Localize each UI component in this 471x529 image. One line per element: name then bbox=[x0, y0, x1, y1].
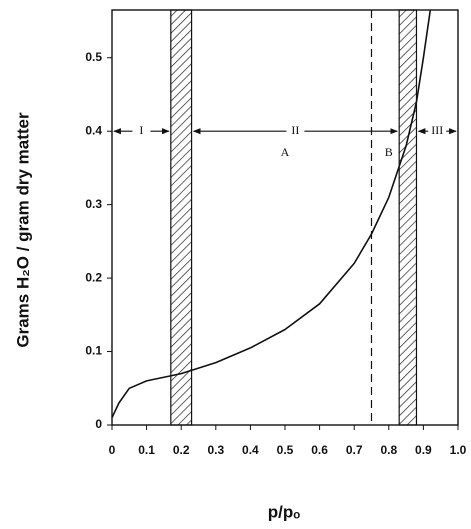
x-tick-label: 0.6 bbox=[311, 443, 328, 457]
y-tick-label: 0 bbox=[95, 417, 102, 431]
region-label-bg bbox=[132, 124, 151, 139]
hatched-band bbox=[170, 9, 193, 426]
y-tick-label: 0.5 bbox=[85, 50, 102, 64]
region-label: II bbox=[291, 123, 299, 137]
region-label: III bbox=[431, 123, 443, 137]
x-tick-label: 0.3 bbox=[207, 443, 224, 457]
x-tick-label: 0.1 bbox=[138, 443, 155, 457]
annotation: B bbox=[385, 145, 393, 159]
y-tick-label: 0.1 bbox=[85, 344, 102, 358]
x-tick-label: 0 bbox=[109, 443, 116, 457]
y-tick-label: 0.4 bbox=[85, 123, 102, 137]
y-tick-label: 0.2 bbox=[85, 270, 102, 284]
x-tick-label: 0.8 bbox=[380, 443, 397, 457]
region-label: I bbox=[139, 123, 143, 137]
x-tick-label: 0.2 bbox=[173, 443, 190, 457]
x-axis-label: p/pₒ bbox=[268, 502, 300, 521]
region-label-bg bbox=[286, 124, 305, 139]
x-tick-label: 0.5 bbox=[277, 443, 294, 457]
x-tick-label: 1.0 bbox=[450, 443, 467, 457]
x-tick-label: 0.7 bbox=[346, 443, 363, 457]
y-tick-label: 0.3 bbox=[85, 197, 102, 211]
sorption-curve bbox=[111, 9, 432, 419]
x-tick-label: 0.4 bbox=[242, 443, 259, 457]
annotation: A bbox=[281, 145, 290, 159]
hatched-band bbox=[398, 9, 418, 426]
y-axis-label: Grams H₂O / gram dry matter bbox=[13, 112, 32, 348]
region-label-bg bbox=[428, 124, 447, 139]
x-tick-label: 0.9 bbox=[415, 443, 432, 457]
